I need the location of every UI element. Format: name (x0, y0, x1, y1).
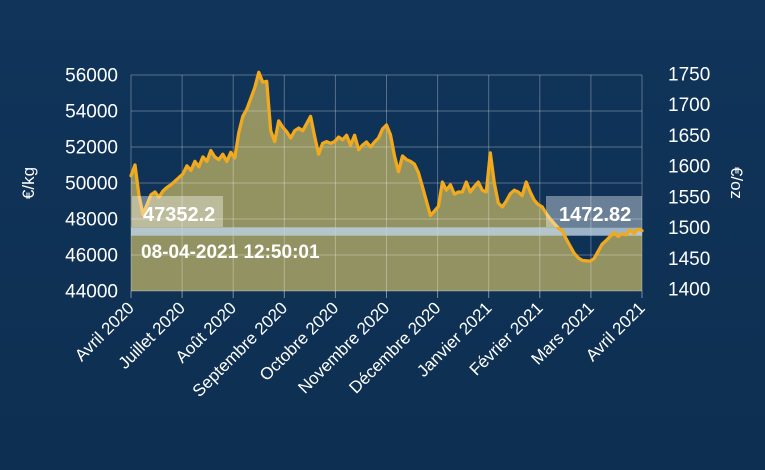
x-axis-tick-label: Décembre 2020 (345, 298, 444, 397)
right-axis-tick-label: 1600 (668, 157, 710, 178)
x-axis-tick-label: Novembre 2020 (294, 298, 393, 397)
current-price-label-box-oz (546, 196, 642, 227)
current-price-label-box-kg (132, 196, 223, 227)
price-area-fill (131, 72, 642, 291)
current-price-band (131, 227, 642, 236)
current-price-band-layer (131, 227, 642, 236)
price-line-layer (129, 70, 644, 263)
price-line (129, 70, 644, 263)
y-axis-tick-label: 48000 (65, 210, 118, 231)
current-price-oz: 1472.82 (559, 204, 631, 226)
right-axis-tick-label: 1550 (668, 187, 710, 208)
right-axis-tick-label: 1650 (668, 126, 710, 147)
timestamp-label: 08-04-2021 12:50:01 (141, 242, 320, 263)
x-axis-tick-label: Septembre 2020 (189, 298, 291, 400)
right-axis-tick-label: 1400 (668, 280, 710, 301)
right-axis-tick-label: 1750 (668, 65, 710, 86)
left-axis-title: €/kg (19, 167, 38, 199)
right-axis-tick-label: 1700 (668, 95, 710, 116)
y-axis-tick-label: 44000 (65, 282, 118, 303)
y-axis-tick-label: 54000 (65, 102, 118, 123)
y-axis-tick-label: 46000 (65, 246, 118, 267)
y-axis-tick-label: 50000 (65, 174, 118, 195)
y-axis-tick-label: 52000 (65, 138, 118, 159)
area-fill-layer (131, 72, 642, 291)
right-axis-tick-label: 1500 (668, 218, 710, 239)
current-price-kg: 47352.2 (143, 204, 215, 226)
right-axis-tick-label: 1450 (668, 249, 710, 270)
y-axis-tick-label: 56000 (65, 66, 118, 87)
right-axis-title: €/oz (727, 167, 746, 199)
